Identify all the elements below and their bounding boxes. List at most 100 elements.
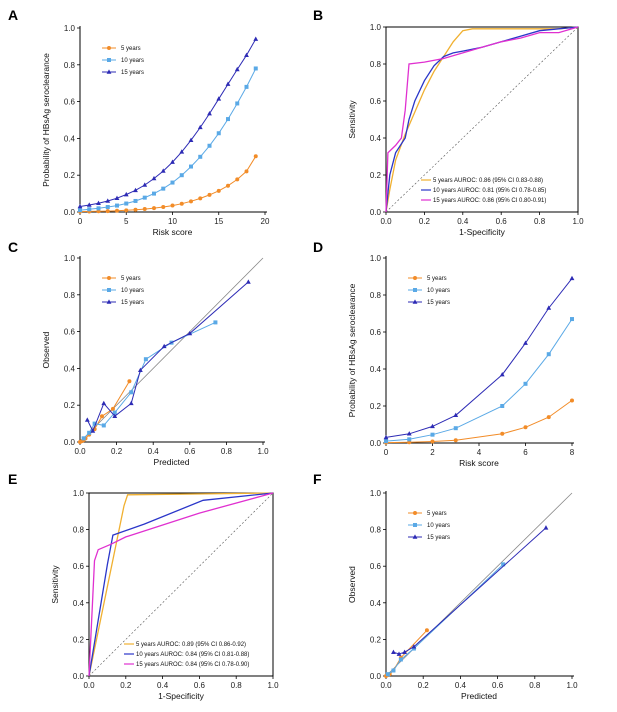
panel-a-data-point xyxy=(244,52,249,58)
panel-a-data-point xyxy=(124,208,129,213)
panel-d-data-point xyxy=(384,439,388,444)
panel-a-data-point xyxy=(198,196,203,201)
panel-c-data-point xyxy=(112,413,118,419)
panel-d-data-point xyxy=(546,352,551,357)
panel-e-y-tick-label: 1.0 xyxy=(73,489,85,498)
panel-letter-d: D xyxy=(313,239,323,255)
panel-d-x-tick-label: 2 xyxy=(430,448,435,457)
panel-d-legend-marker xyxy=(412,299,418,304)
panel-d-series-line xyxy=(385,399,573,444)
panel-d-x-tick-label: 0 xyxy=(384,448,389,457)
panel-f-y-tick-label: 0.2 xyxy=(370,635,382,644)
panel-b-y-tick-label: 0.0 xyxy=(370,208,382,217)
panel-e-y-tick-label: 0.8 xyxy=(73,526,85,535)
panel-a-legend-marker xyxy=(106,69,112,74)
panel-f-legend-label: 5 years xyxy=(427,511,447,517)
panel-f-x-tick-label: 0.8 xyxy=(529,681,541,690)
panel-d-x-tick-label: 4 xyxy=(477,448,482,457)
panel-e-series-1 xyxy=(88,492,274,677)
panel-a-data-point xyxy=(105,205,110,210)
panel-f-x-tick-label: 0.4 xyxy=(455,681,467,690)
panel-d-data-point xyxy=(500,404,505,408)
panel-f-y-tick-label: 1.0 xyxy=(370,489,382,498)
panel-b-axes: 0.0 0.2 0.4 0.6 0.8 1.0 0.0 0.2 0.4 0.6 0.8 1.0 1-Sp… xyxy=(347,23,584,237)
panel-f-data-point xyxy=(501,562,506,567)
panel-f-y-tick-label: 0.0 xyxy=(370,672,382,681)
panel-e-y-tick-label: 0.0 xyxy=(73,672,85,681)
panel-b-series-line xyxy=(385,26,579,213)
panel-c-data-point xyxy=(245,279,251,284)
panel-d-data-point xyxy=(407,437,412,442)
panel-b-frame xyxy=(385,26,579,213)
panel-f-data-point xyxy=(391,668,396,673)
panel-f-data-point xyxy=(398,657,403,662)
panel-d-data-point xyxy=(406,431,412,436)
panel-b-legend-label: 5 years AUROC: 0.86 (95% CI 0.83-0.88) xyxy=(433,178,543,184)
panel-e-frame xyxy=(88,492,274,677)
panel-c-y-axis-label: Observed xyxy=(41,331,51,368)
panel-a-legend-label: 15 years xyxy=(121,70,144,76)
panel-a-data-point xyxy=(179,173,184,178)
panel-a-data-point xyxy=(105,198,111,203)
panel-a-data-point xyxy=(216,188,221,193)
panel-b-legend-label: 15 years AUROC: 0.86 (95% CI 0.80-0.91) xyxy=(433,198,546,204)
panel-e-y-axis-label: Sensitivity xyxy=(50,565,60,604)
panel-a-data-point xyxy=(115,208,119,213)
panel-b-y-tick-label: 0.6 xyxy=(370,97,382,106)
panel-e-series-0 xyxy=(88,492,274,677)
panel-d-data-point xyxy=(546,415,551,420)
panel-c-data-point xyxy=(90,428,96,433)
panel-f-x-tick-label: 0.0 xyxy=(380,681,392,690)
panel-e-y-tick-label: 0.2 xyxy=(73,635,85,644)
panel-c-x-tick-label: 0.4 xyxy=(148,447,160,456)
panel-c-x-tick-label: 1.0 xyxy=(257,447,269,456)
panel-b-y-axis-label: Sensitivity xyxy=(347,100,357,139)
panel-b-x-tick-label: 0.0 xyxy=(380,217,392,226)
panel-f-series-2 xyxy=(391,525,549,656)
panel-a-x-axis-label: Risk score xyxy=(153,227,193,237)
panel-a-data-point xyxy=(244,169,249,174)
panel-e-x-axis-label: 1-Specificity xyxy=(158,691,205,701)
panel-a-data-point xyxy=(96,200,101,205)
panel-d-series-0 xyxy=(384,398,574,445)
panel-a-data-point xyxy=(133,198,138,203)
panel-a-data-point xyxy=(123,191,129,197)
panel-d-legend-label: 5 years xyxy=(427,276,447,282)
panel-c-y-tick-label: 0.2 xyxy=(64,401,76,410)
panel-e-reference-line xyxy=(88,492,274,677)
panel-c-data-point xyxy=(101,400,107,406)
panel-c-x-axis-label: Predicted xyxy=(154,457,190,467)
panel-d-x-axis-label: Risk score xyxy=(459,458,499,468)
panel-a-data-point xyxy=(188,137,194,143)
panel-d-series-2 xyxy=(383,275,575,440)
panel-a-data-point xyxy=(226,183,230,188)
panel-b-y-tick-label: 0.8 xyxy=(370,60,382,69)
panel-a-x-tick-label: 20 xyxy=(261,217,270,226)
panel-e-series-line xyxy=(88,492,274,677)
panel-a-data-point xyxy=(253,154,258,159)
panel-d-y-tick-label: 0.0 xyxy=(370,439,382,448)
panel-a-series-2 xyxy=(77,36,259,209)
panel-a-data-point xyxy=(170,180,175,185)
panel-e-y-tick-label: 0.6 xyxy=(73,562,85,571)
panel-a-y-tick-label: 0.0 xyxy=(64,208,76,217)
panel-c-data-point xyxy=(99,414,104,419)
panel-c-data-point xyxy=(84,417,90,422)
panel-e-x-tick-label: 0.6 xyxy=(194,681,206,690)
panel-d-legend-marker xyxy=(413,288,417,292)
panel-letter-c: C xyxy=(8,239,18,255)
panel-a-y-tick-label: 0.6 xyxy=(64,98,76,107)
panel-a-series-line xyxy=(79,38,257,207)
panel-c-data-point xyxy=(81,436,86,441)
panel-a-data-point xyxy=(170,203,175,208)
panel-a-data-point xyxy=(189,199,193,204)
panel-a-y-tick-label: 0.4 xyxy=(64,134,76,143)
panel-b-series-1 xyxy=(385,26,579,213)
panel-f-data-point xyxy=(411,646,416,651)
panel-a-data-point xyxy=(225,81,231,86)
panel-a-data-point xyxy=(142,195,147,200)
panel-a-data-point xyxy=(207,143,212,148)
panel-c-data-point xyxy=(101,423,106,428)
panel-c-legend: 5 years 10 years 15 years xyxy=(102,276,144,306)
panel-d-data-point xyxy=(453,412,459,418)
